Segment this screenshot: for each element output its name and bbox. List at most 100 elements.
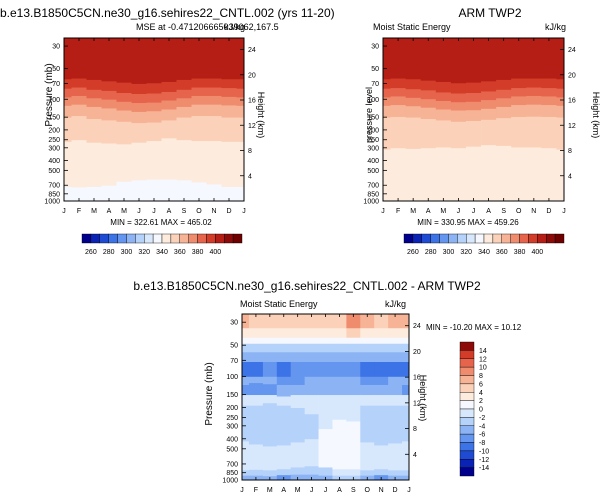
heatmap-cell [290,407,306,443]
heatmap-cell [71,78,87,88]
y-tick-label: 250 [48,137,60,144]
heatmap-cell [556,149,565,202]
height-tick-label: 16 [568,98,576,105]
heatmap-cell [161,137,177,180]
heatmap-cell [481,91,497,101]
heatmap-cell [402,394,410,406]
colorbar-label: 320 [138,249,150,256]
heatmap-cell [206,78,222,88]
heatmap-cell [541,69,557,79]
heatmap-cell [161,81,177,92]
heatmap-cell [161,72,177,82]
colorbar-swatch [459,425,475,435]
colorbar-swatch [90,233,100,244]
y-tick-label: 850 [367,191,379,198]
heatmap-cell [131,111,147,124]
heatmap-cell [71,195,87,200]
heatmap-cell [402,327,410,338]
y-tick-label: 400 [226,436,238,443]
heatmap-cell [191,87,207,96]
heatmap-cell [242,440,250,471]
heatmap-cell [420,71,437,81]
heatmap-cell [526,104,542,117]
heatmap-cell [318,411,333,430]
heatmap-cell [131,192,147,200]
colorbar-label: 260 [85,249,97,256]
heatmap-cell [304,438,319,467]
heatmap-cell [161,184,177,194]
heatmap-cell [465,109,482,121]
heatmap-cell [242,384,250,396]
heatmap-cell [101,38,117,73]
heatmap-cell [64,70,72,80]
heatmap-cell [346,327,361,338]
heatmap-cell [176,106,192,118]
heatmap-cell [346,337,361,344]
heatmap-cell [332,343,347,353]
heatmap-cell [221,70,237,80]
heatmap-cell [374,361,389,377]
heatmap-cell [262,376,278,385]
x-tick-label: J [562,208,566,215]
colorbar-label: 380 [192,249,204,256]
heatmap-cell [346,421,361,470]
heatmap-cell [146,82,162,94]
heatmap-cell [290,343,306,353]
colorbar-label: 0 [479,407,483,414]
heatmap-cell [388,469,403,476]
heatmap-cell [496,71,512,80]
heatmap-cell [318,467,333,476]
heatmap-cell [206,188,222,196]
colorbar-swatch [179,233,189,244]
heatmap-cell [248,469,264,476]
heatmap-cell [374,351,389,362]
heatmap-cell [450,101,467,111]
heatmap-cell [161,120,177,139]
x-tick-label: D [546,208,551,215]
heatmap-cell [86,142,102,187]
heatmap-cell [276,327,292,338]
x-tick-label: N [211,208,216,215]
x-tick-label: A [107,208,112,215]
colorbar-label: 14 [479,348,487,355]
x-tick-label: S [501,208,506,215]
heatmap-cell [248,337,264,344]
heatmap-cell [131,142,147,181]
heatmap-cell [236,186,245,194]
heatmap-cell [318,314,333,329]
heatmap-cell [383,88,391,98]
heatmap-cell [176,89,192,99]
height-tick-label: 24 [248,47,256,54]
colorbar-swatch [459,442,475,452]
heatmap-cell [248,314,264,329]
heatmap-cell [176,117,192,141]
heatmap-cell [383,149,391,202]
heatmap-cell [541,116,557,149]
colorbar-label: 360 [174,249,186,256]
heatmap-cell [360,442,375,471]
y-tick-label: 700 [48,183,60,190]
colorbar-swatch [466,233,476,244]
heatmap-cell [481,144,497,202]
heatmap-cell [541,38,557,70]
heatmap-cell [248,382,264,396]
heatmap-cell [276,384,292,397]
heatmap-cell [242,405,250,442]
y-tick-label: 200 [48,127,60,134]
heatmap-cell [248,376,264,384]
heatmap-cell [176,79,192,90]
heatmap-cell [64,195,72,200]
y-tick-label: 500 [226,446,238,453]
heatmap-cell [221,96,237,106]
heatmap-cell [332,327,347,338]
colorbar-label: -8 [479,440,485,447]
colorbar-swatch [197,233,207,244]
colorbar-label: -6 [479,432,485,439]
heatmap-cell [276,376,292,385]
heatmap-cell [420,107,437,120]
colorbar-label: 8 [479,373,483,380]
heatmap-cell [346,384,361,396]
heatmap-cell [318,376,333,385]
heatmap-cell [262,351,278,362]
